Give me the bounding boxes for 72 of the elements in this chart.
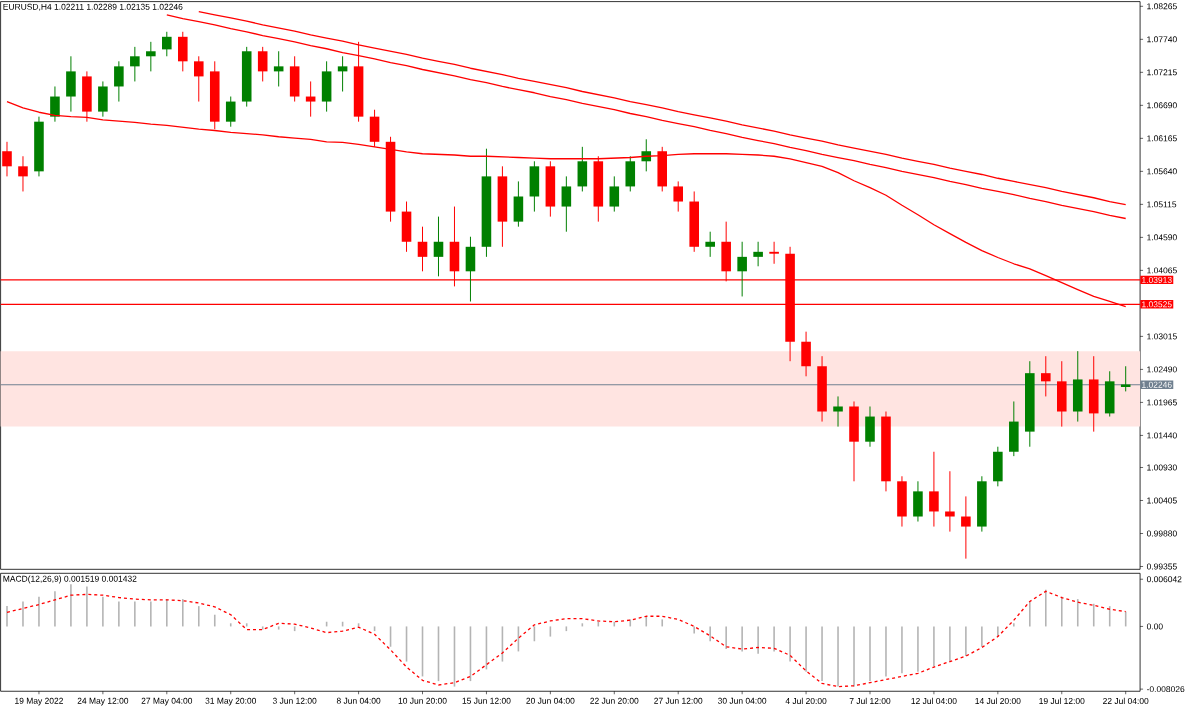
x-tick-label: 7 Jul 12:00 <box>849 697 891 704</box>
x-tick-label: 22 Jul 04:00 <box>1103 697 1149 704</box>
y-tick-label: 1.00930 <box>1147 464 1177 471</box>
y-tick-label: 1.03015 <box>1147 333 1177 340</box>
candlestick <box>961 495 971 560</box>
candlestick <box>833 395 843 427</box>
x-tick-label: 27 May 04:00 <box>141 697 193 706</box>
y-tick-label: 1.00405 <box>1147 497 1177 504</box>
x-tick-label: 24 May 12:00 <box>77 697 129 706</box>
x-tick-label: 12 Jul 04:00 <box>911 697 957 704</box>
candlestick <box>130 46 140 82</box>
candlestick <box>193 55 204 102</box>
candlestick <box>2 141 12 177</box>
candlestick <box>162 31 172 57</box>
y-tick-label: 0.006042 <box>1146 576 1182 583</box>
x-tick-label: 3 Jun 12:00 <box>272 697 317 704</box>
x-tick-label: 31 May 20:00 <box>205 697 257 706</box>
candlestick <box>945 470 955 532</box>
y-tick-label: 0.99880 <box>1146 530 1177 537</box>
ref-line-label: 1.03913 <box>1142 276 1172 283</box>
y-tick-label: 1.02490 <box>1147 366 1177 373</box>
y-tick-label: 1.04590 <box>1147 234 1177 241</box>
x-tick-label: 22 Jun 20:00 <box>590 697 639 704</box>
x-tick-label: 20 Jun 04:00 <box>526 697 575 704</box>
y-tick-label: 1.01440 <box>1147 432 1177 439</box>
candlestick <box>114 60 124 102</box>
y-tick-label: 1.01965 <box>1147 399 1177 406</box>
candlestick <box>673 180 684 212</box>
candlestick <box>146 41 156 72</box>
candlestick <box>225 95 236 128</box>
candlestick <box>609 175 620 212</box>
y-tick-label: -0.008026 <box>1146 686 1185 692</box>
y-tick-label: 1.06165 <box>1147 135 1177 142</box>
y-tick-label: 1.05640 <box>1147 168 1177 175</box>
x-tick-label: 8 Jun 04:00 <box>336 697 381 704</box>
ref-line-label: 1.02246 <box>1142 381 1172 388</box>
y-tick-label: 1.05115 <box>1147 201 1177 208</box>
candlestick <box>641 138 652 172</box>
chart-title: MACD(12,26,9) 0.001519 0.001432 <box>3 575 137 584</box>
candlestick <box>705 231 715 258</box>
candlestick <box>305 80 316 118</box>
x-tick-label: 30 Jun 04:00 <box>718 697 767 704</box>
candlestick <box>769 241 779 265</box>
ref-line-label: 1.03525 <box>1142 301 1172 308</box>
candlestick <box>273 50 284 87</box>
y-tick-label: 1.04065 <box>1147 267 1177 274</box>
candlestick <box>257 46 268 82</box>
candlestick <box>50 85 60 123</box>
x-tick-label: 19 Jul 12:00 <box>1039 697 1085 704</box>
candlestick <box>753 241 763 267</box>
chart-title: EURUSD,H4 1.02211 1.02289 1.02135 1.02246 <box>3 3 183 11</box>
y-tick-label: 1.08265 <box>1147 3 1177 10</box>
candlestick <box>1040 355 1051 397</box>
x-tick-label: 4 Jul 20:00 <box>785 697 827 704</box>
y-tick-label: 1.07740 <box>1147 36 1177 43</box>
y-tick-label: 1.06690 <box>1147 102 1177 109</box>
candlestick <box>18 155 28 192</box>
candlestick <box>337 55 348 92</box>
x-tick-label: 15 Jun 12:00 <box>462 697 511 704</box>
candlestick <box>1120 365 1131 392</box>
y-tick-label: 0.00 <box>1146 623 1163 630</box>
candlestick <box>561 175 572 233</box>
candlestick <box>737 241 747 297</box>
x-tick-label: 10 Jun 20:00 <box>398 697 447 704</box>
candlestick <box>929 451 939 527</box>
x-tick-label: 14 Jul 20:00 <box>975 697 1021 704</box>
y-tick-label: 1.07215 <box>1147 69 1177 76</box>
x-tick-label: 19 May 2022 <box>15 697 63 706</box>
candlestick <box>433 215 444 277</box>
x-tick-label: 27 Jun 12:00 <box>654 697 703 704</box>
y-tick-label: 0.99355 <box>1146 563 1177 570</box>
candlestick <box>417 226 428 272</box>
